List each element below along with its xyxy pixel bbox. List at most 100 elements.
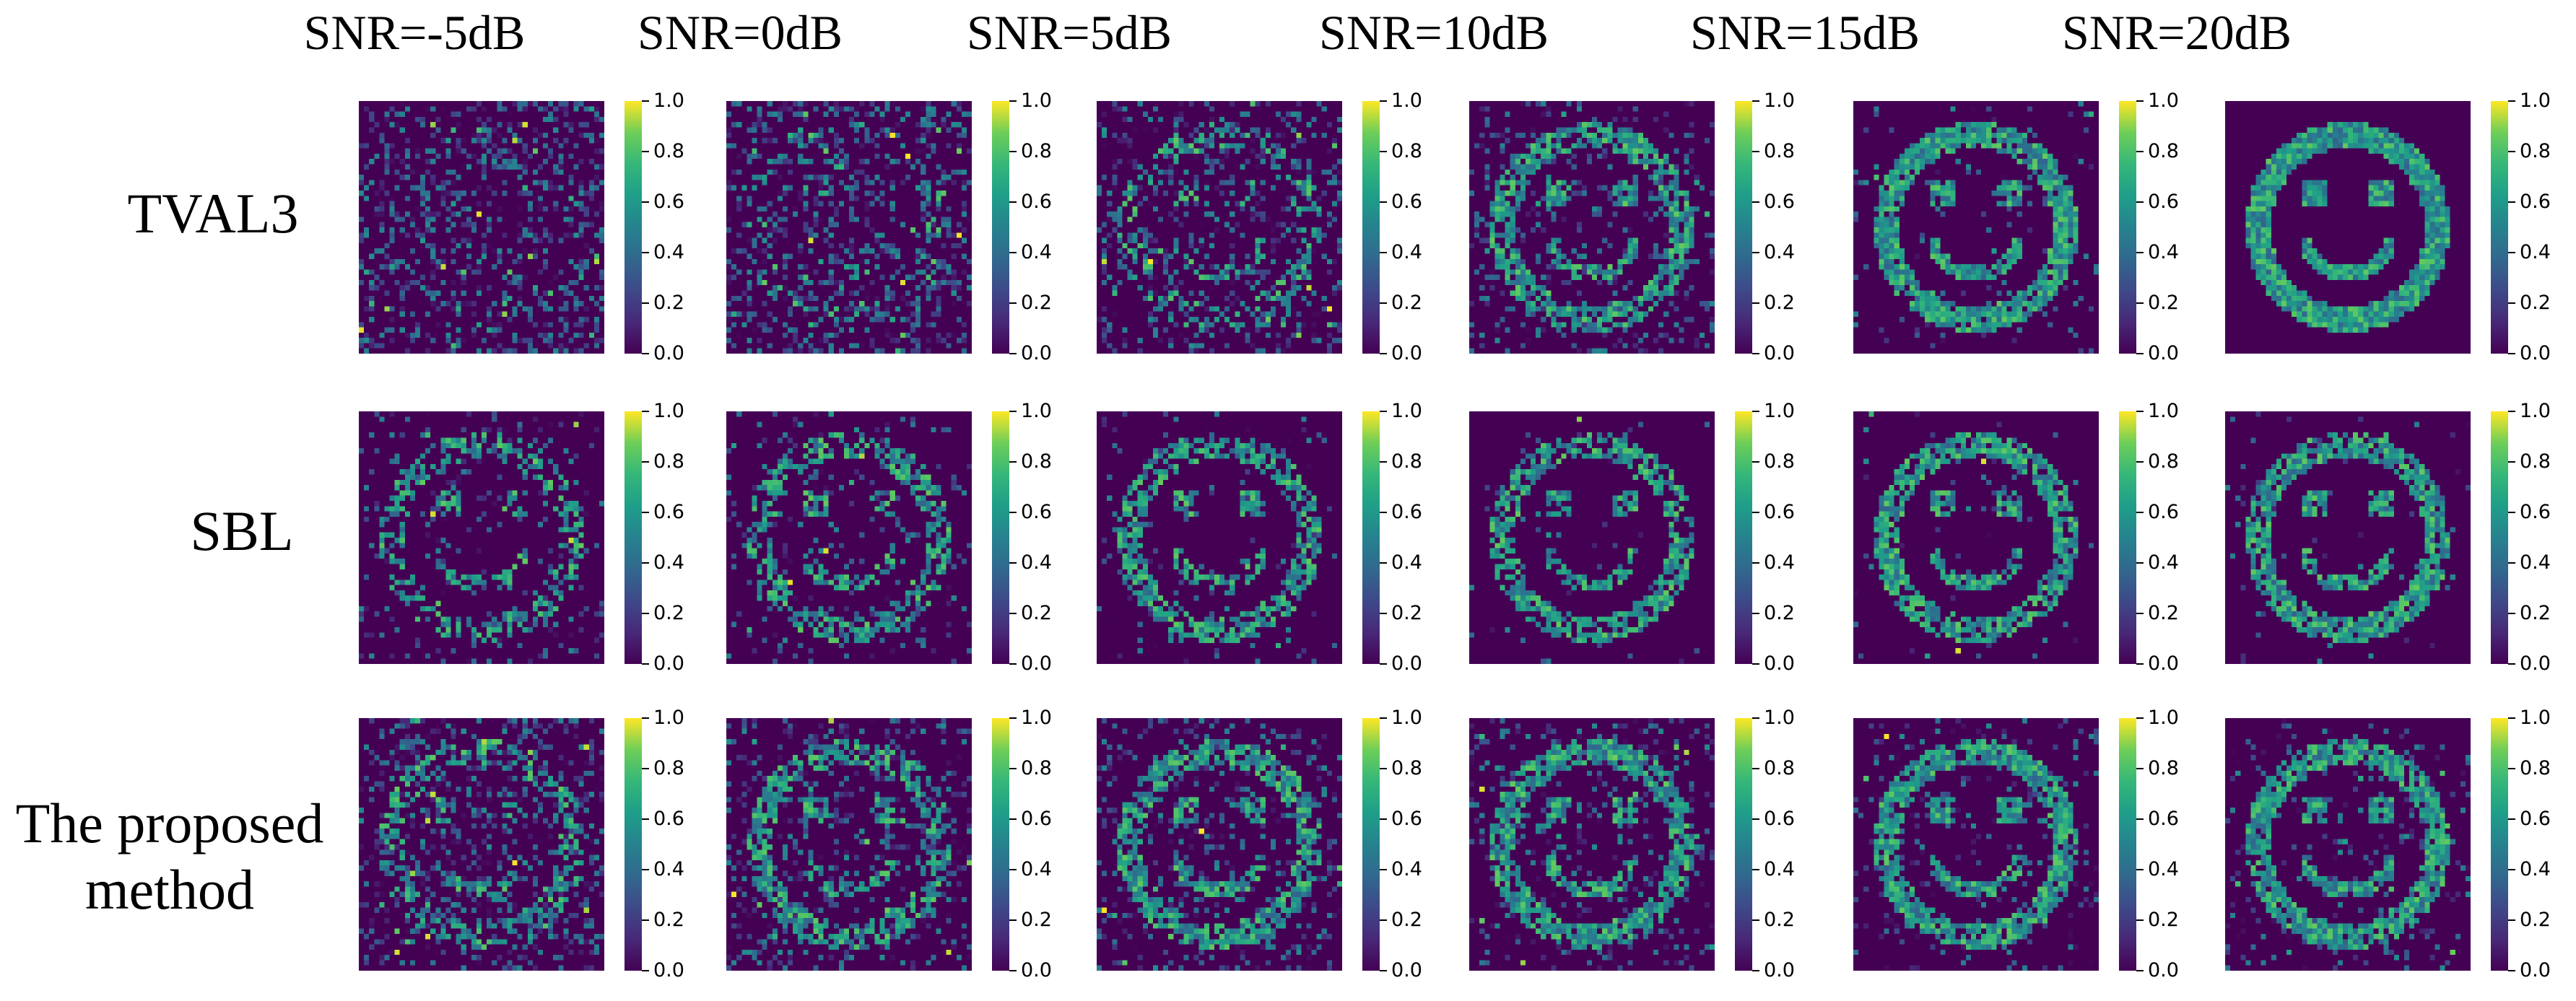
- colorbar-tick-label: 0.4: [2520, 858, 2551, 880]
- colorbar-tick-label: 0.0: [2148, 959, 2179, 982]
- column-title-snr-0: SNR=0dB: [638, 5, 843, 60]
- colorbar-tick: [1752, 302, 1759, 304]
- colorbar-tick: [1380, 151, 1387, 152]
- colorbar-tick-label: 0.0: [1391, 652, 1422, 675]
- colorbar-tick-label: 0.0: [1764, 959, 1795, 982]
- colorbar-tick-label: 1.0: [2520, 707, 2551, 729]
- colorbar-tick: [1009, 353, 1017, 354]
- row-label-sbl: SBL: [137, 498, 347, 564]
- colorbar-tick: [1380, 562, 1387, 564]
- colorbar-tick-label: 1.0: [1391, 707, 1422, 729]
- colorbar-tick-label: 0.8: [1764, 140, 1795, 162]
- colorbar-tick-label: 0.2: [2520, 602, 2551, 624]
- colorbar-tick-label: 0.0: [1391, 959, 1422, 982]
- colorbar-tick: [2136, 252, 2144, 253]
- colorbar-tick-label: 0.0: [653, 959, 684, 982]
- colorbar-tick-label: 0.2: [2148, 602, 2179, 624]
- colorbar-tick: [1380, 100, 1387, 102]
- colorbar-tick-label: 0.2: [1391, 909, 1422, 931]
- colorbar-tick: [642, 151, 649, 152]
- colorbar-tick: [2508, 663, 2515, 665]
- colorbar-tick: [2508, 201, 2515, 203]
- colorbar-tick: [2136, 562, 2144, 564]
- colorbar-tick-label: 0.8: [1391, 450, 1422, 473]
- colorbar-tick: [2508, 970, 2515, 971]
- reconstruction-image: [1097, 101, 1342, 354]
- colorbar: [2119, 718, 2136, 971]
- colorbar-tick: [642, 252, 649, 253]
- reconstruction-image: [1469, 101, 1715, 354]
- colorbar-tick: [2508, 717, 2515, 719]
- colorbar: [992, 411, 1009, 664]
- colorbar-tick-label: 0.6: [653, 808, 684, 830]
- colorbar-tick: [642, 818, 649, 820]
- colorbar: [992, 101, 1009, 354]
- colorbar-tick-label: 0.0: [1764, 342, 1795, 364]
- colorbar-tick-label: 0.6: [653, 191, 684, 213]
- column-title-snr-10: SNR=10dB: [1319, 5, 1549, 60]
- colorbar-tick-label: 0.8: [1764, 757, 1795, 779]
- colorbar-tick: [1380, 302, 1387, 304]
- colorbar-tick-label: 0.4: [1391, 241, 1422, 263]
- colorbar-tick-label: 0.6: [1391, 808, 1422, 830]
- colorbar-tick-label: 0.0: [1391, 342, 1422, 364]
- colorbar-tick: [2508, 562, 2515, 564]
- colorbar-tick: [2508, 768, 2515, 769]
- colorbar-tick-label: 0.2: [653, 909, 684, 931]
- colorbar-tick-label: 1.0: [1021, 400, 1052, 422]
- colorbar-tick-label: 0.8: [653, 450, 684, 473]
- colorbar-tick-label: 0.6: [1391, 191, 1422, 213]
- colorbar-tick: [642, 461, 649, 463]
- colorbar-tick-label: 0.6: [2520, 191, 2551, 213]
- colorbar-tick: [2508, 818, 2515, 820]
- colorbar-tick: [642, 512, 649, 513]
- colorbar-tick: [1009, 411, 1017, 412]
- row-label-tval3: TVAL3: [108, 180, 318, 247]
- colorbar-tick: [1380, 663, 1387, 665]
- colorbar-tick-label: 0.2: [653, 602, 684, 624]
- colorbar-tick-label: 0.2: [1021, 602, 1052, 624]
- colorbar-tick: [1752, 768, 1759, 769]
- colorbar-tick: [1752, 970, 1759, 971]
- reconstruction-image: [1853, 101, 2099, 354]
- colorbar-tick-label: 0.8: [2520, 757, 2551, 779]
- reconstruction-image: [1097, 411, 1342, 664]
- colorbar-tick: [642, 970, 649, 971]
- colorbar-tick-label: 0.6: [2148, 501, 2179, 523]
- row-label-tval3-text: TVAL3: [127, 182, 299, 245]
- colorbar-tick: [2508, 411, 2515, 412]
- colorbar-tick-label: 0.6: [2148, 191, 2179, 213]
- colorbar-tick: [1380, 717, 1387, 719]
- colorbar-tick-label: 0.0: [1764, 652, 1795, 675]
- colorbar-tick: [2508, 461, 2515, 463]
- colorbar-tick-label: 0.4: [653, 241, 684, 263]
- colorbar-tick: [2508, 613, 2515, 614]
- colorbar-tick-label: 0.2: [1764, 602, 1795, 624]
- colorbar-tick: [1752, 512, 1759, 513]
- colorbar-tick-label: 1.0: [1021, 89, 1052, 112]
- colorbar-tick: [642, 717, 649, 719]
- colorbar: [2491, 411, 2508, 664]
- colorbar-tick: [1380, 869, 1387, 870]
- colorbar-tick: [1380, 201, 1387, 203]
- colorbar: [992, 718, 1009, 971]
- colorbar-tick: [2136, 512, 2144, 513]
- colorbar-tick: [1380, 512, 1387, 513]
- row-label-proposed-line2: method: [85, 858, 254, 921]
- colorbar-tick: [642, 302, 649, 304]
- colorbar-tick: [642, 201, 649, 203]
- colorbar-tick: [1009, 252, 1017, 253]
- colorbar-tick-label: 0.2: [1764, 292, 1795, 314]
- colorbar-tick-label: 0.4: [1021, 551, 1052, 574]
- colorbar-tick-label: 0.2: [2520, 909, 2551, 931]
- colorbar-tick: [1752, 252, 1759, 253]
- colorbar-tick: [1380, 768, 1387, 769]
- colorbar-tick-label: 0.8: [2148, 450, 2179, 473]
- colorbar-tick: [642, 768, 649, 769]
- colorbar-tick: [2508, 252, 2515, 253]
- colorbar-tick-label: 0.2: [2148, 909, 2179, 931]
- colorbar-tick-label: 0.6: [2520, 501, 2551, 523]
- colorbar: [2119, 101, 2136, 354]
- colorbar-tick: [2136, 818, 2144, 820]
- colorbar-tick-label: 0.0: [2520, 342, 2551, 364]
